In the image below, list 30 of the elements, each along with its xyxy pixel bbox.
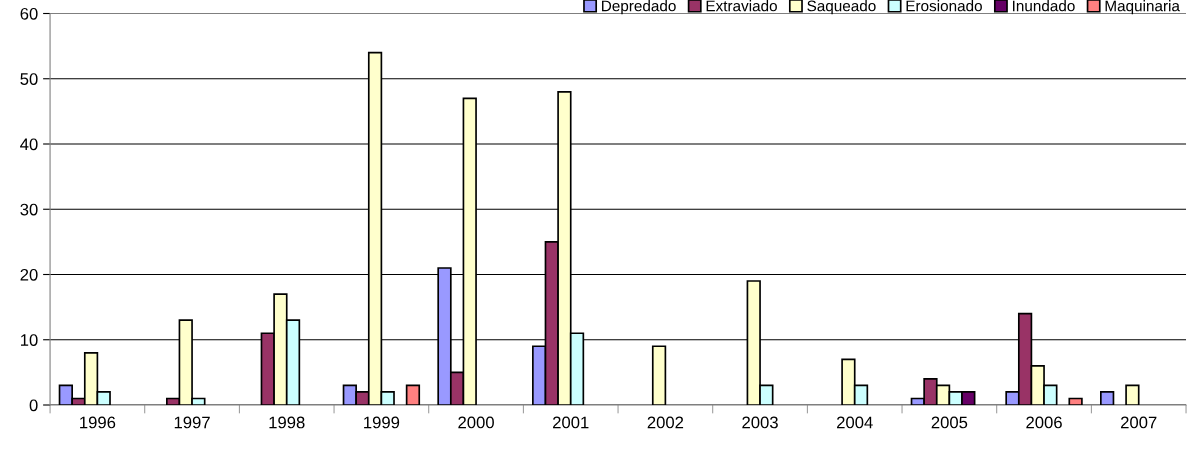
x-tick-label: 2003 xyxy=(742,416,778,429)
legend-label: Depredado xyxy=(602,0,676,15)
x-tick-label: 2006 xyxy=(1026,416,1062,429)
y-tick-label: 60 xyxy=(20,7,38,20)
x-tick-label: 2007 xyxy=(1121,416,1157,429)
x-tick-label: 2001 xyxy=(553,416,589,429)
y-tick-label: 0 xyxy=(29,399,38,412)
x-tick-label: 1998 xyxy=(269,416,305,429)
x-tick-label: 2000 xyxy=(458,416,494,429)
y-tick-label: 30 xyxy=(20,203,38,216)
y-tick-label: 20 xyxy=(20,268,38,281)
y-tick-label: 50 xyxy=(20,73,38,85)
legend-label: Erosionado xyxy=(906,0,982,12)
y-tick-label: 40 xyxy=(20,138,38,151)
bar xyxy=(1068,397,1083,405)
x-tick-label: 1999 xyxy=(364,416,400,429)
legend-label: Inundado xyxy=(1013,0,1075,12)
x-tick-label: 2004 xyxy=(837,416,873,429)
bar xyxy=(1100,391,1115,405)
x-tick-label: 1997 xyxy=(174,416,210,429)
bar xyxy=(405,384,421,405)
legend-label: Saqueado xyxy=(807,0,876,15)
x-tick-label: 2005 xyxy=(931,416,968,429)
legend-label: Maquinaria xyxy=(1105,0,1180,15)
y-tick-label: 10 xyxy=(20,334,38,346)
bar xyxy=(1125,384,1140,405)
x-tick-label: 2002 xyxy=(647,416,684,429)
x-tick-label: 1996 xyxy=(80,416,116,429)
legend-label: Extraviado xyxy=(706,0,777,12)
bar xyxy=(651,345,667,405)
